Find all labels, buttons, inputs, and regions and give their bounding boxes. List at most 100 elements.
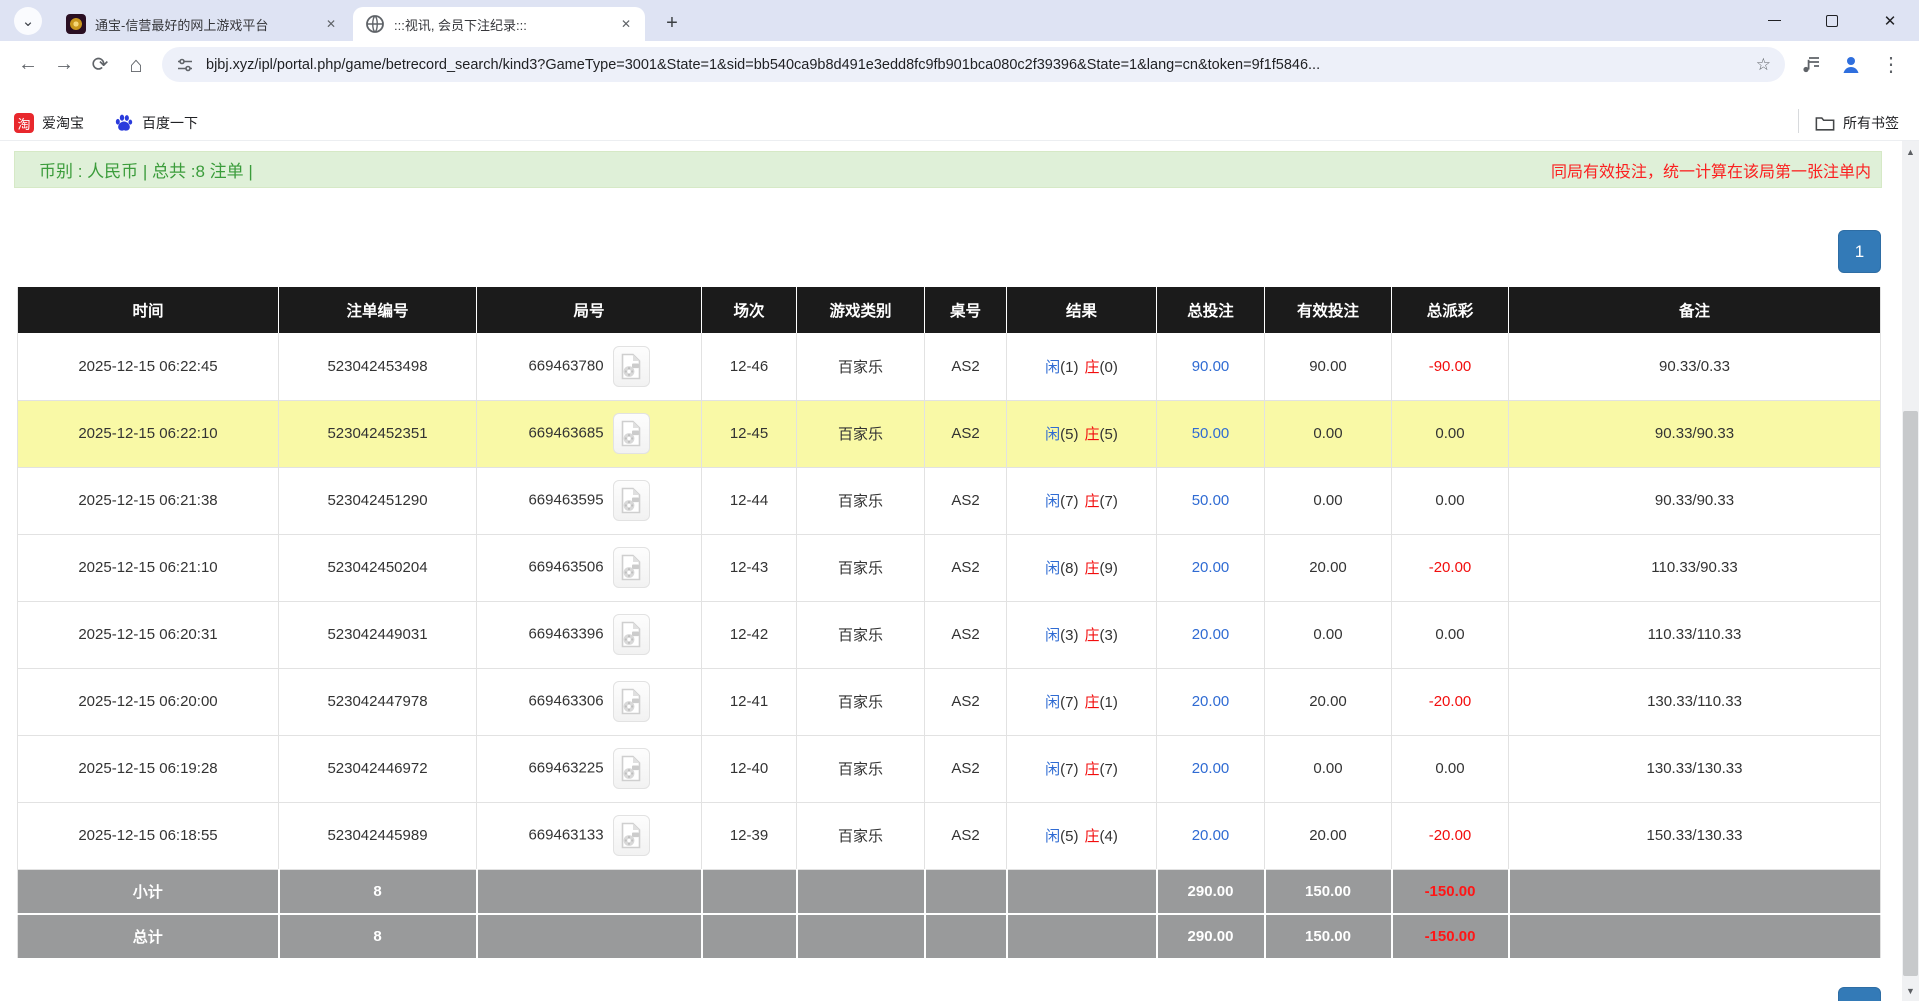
maximize-icon: [1826, 14, 1838, 27]
tab-tongbao[interactable]: 通宝-信营最好的网上游戏平台 ✕: [54, 7, 350, 41]
banker-count: (7): [1099, 761, 1118, 778]
col-session: 场次: [701, 287, 797, 333]
table-row: 2025-12-15 06:20:00 523042447978 6694633…: [17, 668, 1881, 736]
col-result: 结果: [1006, 287, 1157, 333]
bookmark-baidu[interactable]: 百度一下: [114, 113, 198, 133]
bookmark-star-icon[interactable]: ☆: [1755, 54, 1771, 74]
col-payout: 总派彩: [1391, 287, 1509, 333]
profile-button[interactable]: [1833, 47, 1869, 83]
video-replay-button[interactable]: [612, 413, 650, 454]
round-id-text: 669463780: [528, 357, 604, 375]
video-replay-button[interactable]: [612, 480, 650, 521]
table-row: 2025-12-15 06:18:55 523042445989 6694631…: [17, 802, 1881, 870]
player-label: 闲: [1045, 761, 1061, 778]
cell-remark: 110.33/110.33: [1508, 601, 1881, 669]
menu-button[interactable]: ⋮: [1873, 47, 1909, 83]
media-controls-button[interactable]: [1793, 47, 1829, 83]
pagination-page-1-button[interactable]: 1: [1838, 230, 1881, 273]
back-button[interactable]: ←: [10, 47, 46, 83]
cell-table-no: AS2: [924, 534, 1007, 602]
video-replay-button[interactable]: [612, 815, 650, 856]
cell-bet-id: 523042449031: [278, 601, 477, 669]
player-count: (3): [1060, 627, 1079, 644]
col-valid-bet: 有效投注: [1264, 287, 1392, 333]
cell-total-bet: 20.00: [1156, 735, 1265, 803]
maximize-button[interactable]: [1803, 0, 1861, 41]
cell-result: 闲(7) 庄(1): [1006, 668, 1157, 736]
bookmark-taobao[interactable]: 淘 爱淘宝: [14, 113, 84, 133]
banker-count: (7): [1099, 493, 1118, 510]
cell-valid-bet: 0.00: [1264, 400, 1392, 468]
cell-time: 2025-12-15 06:22:10: [17, 400, 279, 468]
currency-summary-text: 币别 : 人民币 | 总共 :8 注单 |: [39, 162, 253, 181]
player-count: (1): [1060, 358, 1079, 376]
cell-round-id: 669463685: [476, 400, 702, 468]
url-text[interactable]: bjbj.xyz/ipl/portal.php/game/betrecord_s…: [206, 56, 1321, 73]
tab-search-button[interactable]: ⌄: [14, 7, 42, 35]
home-button[interactable]: ⌂: [118, 47, 154, 83]
browser-toolbar: ← → ⟳ ⌂ bjbj.xyz/ipl/portal.php/game/bet…: [0, 41, 1919, 88]
pagination-bottom-button[interactable]: 1: [1838, 987, 1881, 1001]
table-header: 时间 注单编号 局号 场次 游戏类别 桌号 结果 总投注 有效投注 总派彩 备注: [17, 287, 1881, 333]
totals-total-bet: 290.00: [1155, 914, 1265, 960]
col-time: 时间: [17, 287, 279, 333]
address-bar[interactable]: bjbj.xyz/ipl/portal.php/game/betrecord_s…: [162, 47, 1785, 82]
new-tab-button[interactable]: +: [658, 9, 686, 37]
scroll-up-button[interactable]: ▲: [1902, 143, 1919, 160]
cell-result: 闲(7) 庄(7): [1006, 735, 1157, 803]
banker-count: (5): [1099, 426, 1118, 443]
cell-round-id: 669463506: [476, 534, 702, 602]
tongbao-favicon-icon: [66, 14, 86, 34]
cell-payout: -90.00: [1391, 333, 1509, 401]
forward-button[interactable]: →: [46, 47, 82, 83]
table-row: 2025-12-15 06:22:45 523042453498 6694637…: [17, 333, 1881, 401]
cell-result: 闲(7) 庄(7): [1006, 467, 1157, 535]
scrollbar-thumb[interactable]: [1903, 411, 1918, 976]
video-file-icon: [621, 822, 641, 849]
banker-label: 庄: [1084, 828, 1100, 845]
cell-game-type: 百家乐: [796, 333, 925, 401]
cell-session: 12-45: [701, 400, 797, 468]
chevron-down-icon: ⌄: [21, 13, 35, 30]
video-replay-button[interactable]: [612, 547, 650, 588]
cell-table-no: AS2: [924, 735, 1007, 803]
video-replay-button[interactable]: [612, 681, 650, 722]
reload-button[interactable]: ⟳: [82, 47, 118, 83]
cell-table-no: AS2: [924, 802, 1007, 870]
table-row: 2025-12-15 06:21:10 523042450204 6694635…: [17, 534, 1881, 602]
close-tab-icon[interactable]: ✕: [325, 17, 337, 31]
cell-table-no: AS2: [924, 333, 1007, 401]
close-tab-icon[interactable]: ✕: [620, 17, 632, 31]
all-bookmarks-button[interactable]: 所有书签: [1815, 113, 1899, 133]
cell-payout: -20.00: [1391, 668, 1509, 736]
player-count: (7): [1060, 694, 1079, 711]
summary-notice-bar: 币别 : 人民币 | 总共 :8 注单 | 同局有效投注，统一计算在该局第一张注…: [14, 151, 1882, 188]
video-replay-button[interactable]: [612, 345, 650, 387]
banker-label: 庄: [1084, 358, 1100, 376]
site-info-icon[interactable]: [176, 56, 194, 74]
tab-bet-record[interactable]: :::视讯, 会员下注纪录::: ✕: [353, 7, 645, 41]
player-count: (7): [1060, 493, 1079, 510]
col-total-bet: 总投注: [1156, 287, 1265, 333]
banker-label: 庄: [1084, 426, 1100, 443]
vertical-scrollbar[interactable]: ▲ ▼: [1902, 141, 1919, 1001]
video-replay-button[interactable]: [612, 614, 650, 655]
totals-total-bet: 290.00: [1155, 869, 1265, 915]
cell-round-id: 669463780: [476, 333, 702, 401]
player-count: (7): [1060, 761, 1079, 778]
banker-label: 庄: [1084, 694, 1100, 711]
player-count: (5): [1060, 828, 1079, 845]
cell-remark: 130.33/130.33: [1508, 735, 1881, 803]
cell-valid-bet: 20.00: [1264, 802, 1392, 870]
table-row: 2025-12-15 06:22:10 523042452351 6694636…: [17, 400, 1881, 468]
cell-total-bet: 90.00: [1156, 333, 1265, 401]
minimize-button[interactable]: [1745, 0, 1803, 41]
cell-session: 12-40: [701, 735, 797, 803]
scroll-down-button[interactable]: ▼: [1902, 982, 1919, 999]
cell-round-id: 669463396: [476, 601, 702, 669]
cell-bet-id: 523042451290: [278, 467, 477, 535]
video-replay-button[interactable]: [612, 748, 650, 789]
folder-icon: [1815, 117, 1835, 131]
close-window-button[interactable]: ✕: [1861, 0, 1919, 41]
